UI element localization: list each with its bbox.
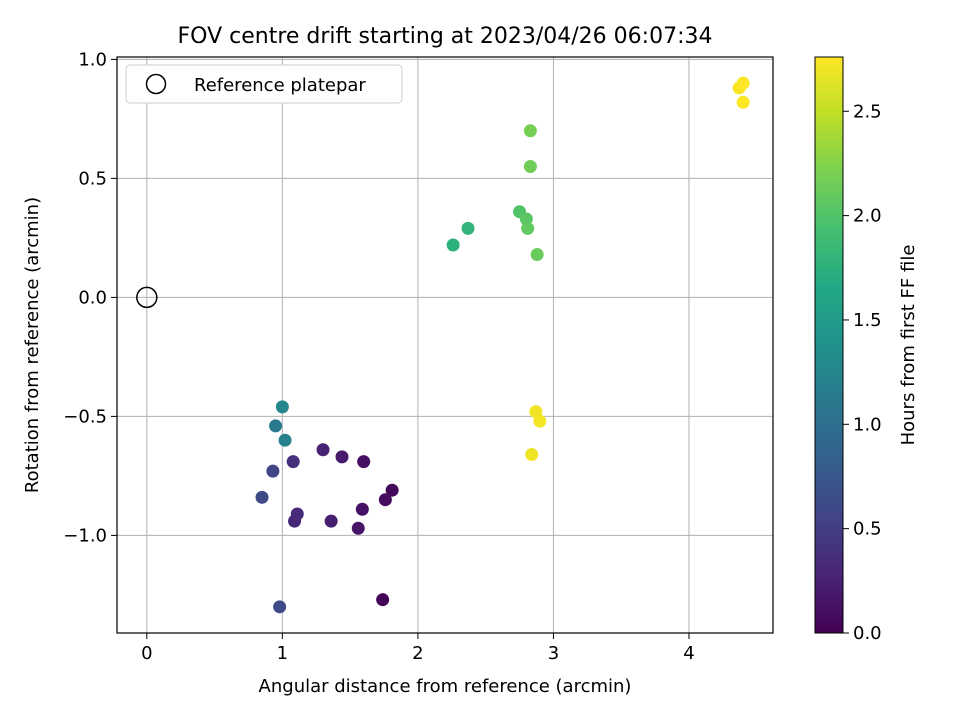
y-axis-label: Rotation from reference (arcmin) <box>22 197 43 493</box>
colorbar: 0.0 0.5 1.0 1.5 2.0 2.5 Hours from first FF f… <box>814 56 919 644</box>
x-tick-label: 0 <box>141 643 152 664</box>
data-point <box>523 159 537 173</box>
data-point <box>519 212 533 226</box>
data-point <box>385 483 399 497</box>
colorbar-tick-label: 2.5 <box>853 101 882 122</box>
data-point <box>278 433 292 447</box>
data-point <box>533 414 547 428</box>
data-point <box>335 450 349 464</box>
data-point <box>378 493 392 507</box>
data-point <box>255 490 269 504</box>
data-point <box>351 521 365 535</box>
colorbar-ticks: 0.0 0.5 1.0 1.5 2.0 2.5 <box>843 101 882 644</box>
y-tick-label: 0.0 <box>78 287 107 308</box>
reference-marker <box>136 286 158 309</box>
colorbar-tick-label: 1.5 <box>853 310 882 331</box>
grid-lines <box>117 57 773 633</box>
data-point <box>290 507 304 521</box>
legend-entry: Reference platepar <box>194 75 366 96</box>
legend-marker <box>145 73 167 95</box>
data-point <box>523 124 537 138</box>
data-point <box>324 514 338 528</box>
data-point <box>269 419 283 433</box>
data-point <box>316 443 330 457</box>
y-tick-label: −1.0 <box>63 525 107 546</box>
y-tick-label: 1.0 <box>78 49 107 70</box>
y-tick-label: 0.5 <box>78 168 107 189</box>
data-point <box>355 502 369 516</box>
data-point <box>446 238 460 252</box>
data-point <box>736 95 750 109</box>
colorbar-tick-label: 0.0 <box>853 623 882 644</box>
x-axis-label: Angular distance from reference (arcmin) <box>259 676 632 697</box>
colorbar-tick-label: 2.0 <box>853 206 882 227</box>
data-point <box>357 455 371 469</box>
chart-title: FOV centre drift starting at 2023/04/26 … <box>178 24 713 49</box>
data-point <box>266 464 280 478</box>
x-tick-label: 4 <box>683 643 694 664</box>
y-tick-label: −0.5 <box>63 406 107 427</box>
colorbar-tick-label: 1.0 <box>853 414 882 435</box>
data-point <box>736 76 750 90</box>
data-point <box>286 455 300 469</box>
colorbar-tick-label: 0.5 <box>853 519 882 540</box>
legend-box <box>125 64 403 104</box>
legend: Reference platepar <box>125 64 403 104</box>
plot-frame <box>116 56 774 634</box>
x-axis-ticks: 0 1 2 3 4 <box>141 633 695 664</box>
data-point <box>376 593 390 607</box>
data-point <box>461 221 475 235</box>
colorbar-gradient <box>814 56 844 634</box>
reference-platepar-point <box>136 286 158 309</box>
data-point <box>525 447 539 461</box>
data-points <box>255 76 750 614</box>
data-point <box>275 400 289 414</box>
colorbar-label: Hours from first FF file <box>898 245 919 446</box>
data-point <box>530 248 544 262</box>
x-tick-label: 1 <box>277 643 288 664</box>
data-point <box>273 600 287 614</box>
x-tick-label: 3 <box>548 643 559 664</box>
data-point <box>521 221 535 235</box>
x-tick-label: 2 <box>412 643 423 664</box>
y-axis-ticks: 1.0 0.5 0.0 −0.5 −1.0 <box>63 49 117 546</box>
